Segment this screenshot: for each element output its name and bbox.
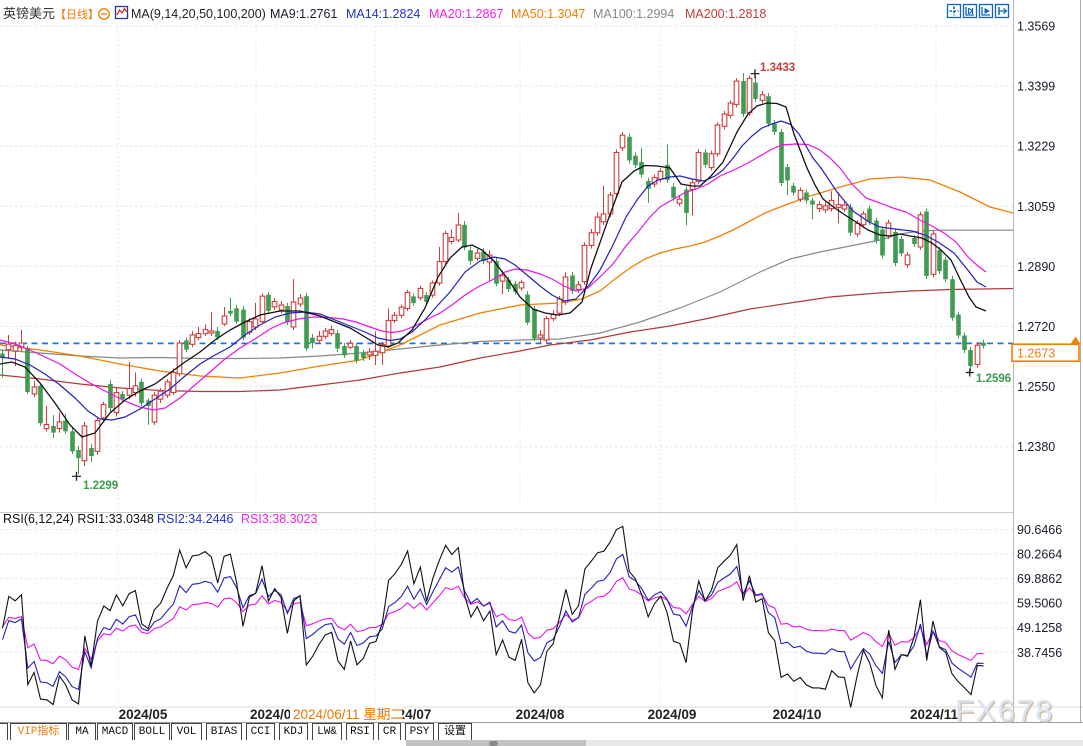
svg-text:1.2550: 1.2550	[1017, 380, 1055, 394]
svg-text:2024/09: 2024/09	[648, 707, 697, 722]
svg-text:2024/11: 2024/11	[910, 707, 959, 722]
svg-text:MA100:1.2994: MA100:1.2994	[593, 7, 674, 21]
svg-text:2024/08: 2024/08	[516, 707, 565, 722]
svg-text:1.3399: 1.3399	[1017, 80, 1055, 94]
svg-text:MA50:1.3047: MA50:1.3047	[511, 7, 585, 21]
svg-text:1.3569: 1.3569	[1017, 20, 1055, 34]
svg-text:1.3059: 1.3059	[1017, 200, 1055, 214]
svg-text:49.1258: 49.1258	[1017, 621, 1062, 635]
svg-text:2024/06/11 星期二: 2024/06/11 星期二	[293, 707, 404, 722]
svg-text:1.3229: 1.3229	[1017, 140, 1055, 154]
svg-text:90.6466: 90.6466	[1017, 523, 1062, 537]
svg-text:MA200:1.2818: MA200:1.2818	[685, 7, 766, 21]
svg-text:【日线】: 【日线】	[55, 7, 99, 21]
svg-text:80.2664: 80.2664	[1017, 548, 1062, 562]
svg-text:RSI3:38.3023: RSI3:38.3023	[241, 512, 317, 526]
svg-text:MA(9,14,20,50,100,200): MA(9,14,20,50,100,200)	[131, 7, 266, 21]
svg-text:2024/10: 2024/10	[773, 707, 822, 722]
svg-text:MA9:1.2761: MA9:1.2761	[270, 7, 337, 21]
svg-text:1.2380: 1.2380	[1017, 440, 1055, 454]
svg-text:1.3433: 1.3433	[760, 62, 795, 74]
svg-text:MA20:1.2867: MA20:1.2867	[429, 7, 503, 21]
svg-text:2024/0: 2024/0	[250, 707, 291, 722]
svg-text:MA14:1.2824: MA14:1.2824	[346, 7, 420, 21]
svg-text:RSI(6,12,24) RSI1:33.0348: RSI(6,12,24) RSI1:33.0348	[3, 512, 154, 526]
svg-text:1.2596: 1.2596	[976, 373, 1011, 385]
svg-text:FX678: FX678	[955, 693, 1054, 728]
svg-text:1.2673: 1.2673	[1017, 347, 1055, 361]
svg-text:1.2720: 1.2720	[1017, 320, 1055, 334]
svg-text:RSI2:34.2446: RSI2:34.2446	[157, 512, 233, 526]
svg-text:69.8862: 69.8862	[1017, 572, 1062, 586]
svg-text:英镑美元: 英镑美元	[3, 6, 55, 21]
svg-text:1.2890: 1.2890	[1017, 260, 1055, 274]
svg-text:2024/05: 2024/05	[119, 707, 168, 722]
svg-text:59.5060: 59.5060	[1017, 597, 1062, 611]
svg-text:38.7456: 38.7456	[1017, 646, 1062, 660]
svg-text:1.2299: 1.2299	[83, 480, 118, 492]
